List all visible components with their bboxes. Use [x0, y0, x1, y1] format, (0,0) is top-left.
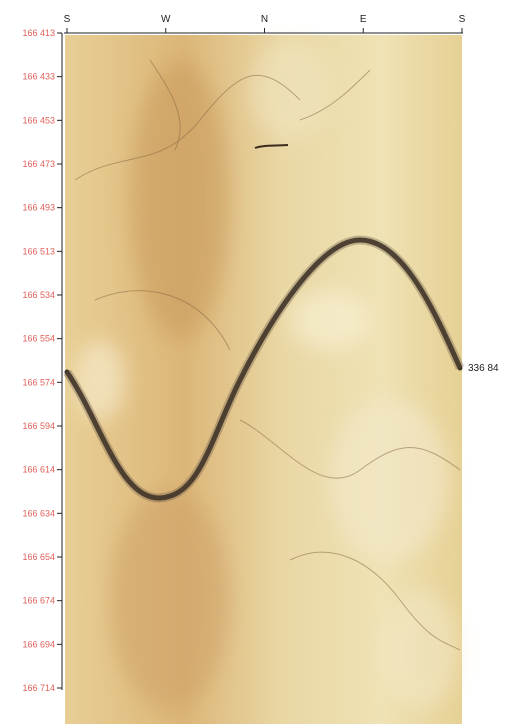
depth-label: 166 674: [22, 596, 55, 606]
depth-label: 166 614: [22, 465, 55, 475]
depth-label: 166 714: [22, 683, 55, 693]
depth-label: 166 534: [22, 290, 55, 300]
depth-label: 166 513: [22, 246, 55, 256]
compass-label: N: [261, 14, 268, 25]
compass-label: S: [459, 14, 466, 25]
depth-label: 166 493: [22, 203, 55, 213]
depth-label: 166 574: [22, 377, 55, 387]
compass-label: S: [64, 14, 71, 25]
compass-label: E: [360, 14, 367, 25]
depth-label: 166 453: [22, 115, 55, 125]
depth-label: 166 694: [22, 639, 55, 649]
page: S W N E S 166 413 166 433 166 453 166 473 166 493…: [0, 0, 508, 724]
depth-label: 166 413: [22, 28, 55, 38]
depth-label: 166 654: [22, 552, 55, 562]
compass-label: W: [161, 14, 171, 25]
depth-label: 166 473: [22, 159, 55, 169]
borehole-log: S W N E S 166 413 166 433 166 453 166 473 166 493…: [0, 0, 508, 724]
depth-label: 166 554: [22, 334, 55, 344]
depth-label: 166 594: [22, 421, 55, 431]
borehole-image: [65, 35, 462, 724]
depth-label: 166 634: [22, 508, 55, 518]
dip-annotation: 336 84: [468, 363, 499, 374]
depth-label: 166 433: [22, 72, 55, 82]
